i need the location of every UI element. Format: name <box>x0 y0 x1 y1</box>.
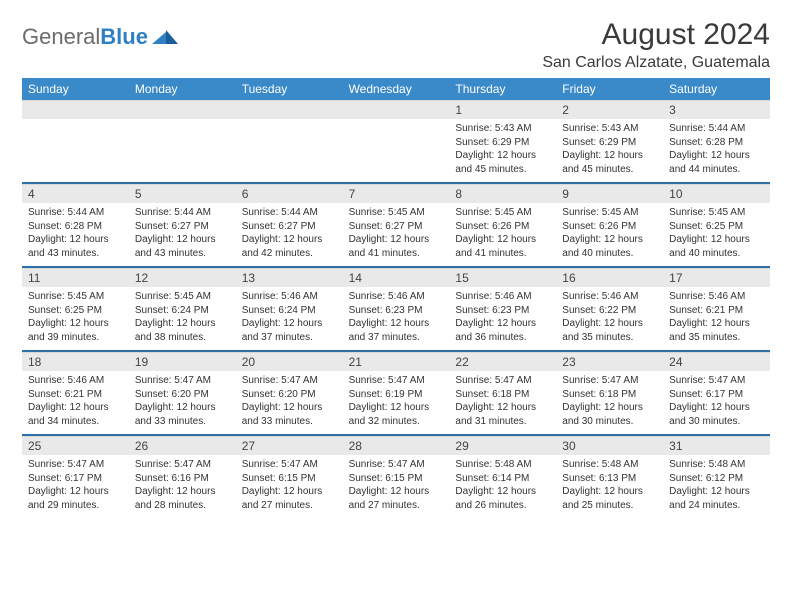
day-detail <box>343 119 450 182</box>
day-detail: Sunrise: 5:48 AM Sunset: 6:13 PM Dayligh… <box>556 455 663 518</box>
title-block: August 2024 San Carlos Alzatate, Guatema… <box>542 18 770 72</box>
day-detail-row: Sunrise: 5:44 AM Sunset: 6:28 PM Dayligh… <box>22 203 770 268</box>
day-detail: Sunrise: 5:45 AM Sunset: 6:26 PM Dayligh… <box>449 203 556 266</box>
weekday-header: Wednesday <box>343 78 450 100</box>
day-number-row: 18192021222324 <box>22 352 770 371</box>
day-number: 23 <box>556 353 663 371</box>
day-detail: Sunrise: 5:43 AM Sunset: 6:29 PM Dayligh… <box>556 119 663 182</box>
day-detail: Sunrise: 5:47 AM Sunset: 6:17 PM Dayligh… <box>22 455 129 518</box>
day-number <box>343 101 450 119</box>
day-detail <box>236 119 343 182</box>
day-detail: Sunrise: 5:45 AM Sunset: 6:25 PM Dayligh… <box>22 287 129 350</box>
day-detail: Sunrise: 5:46 AM Sunset: 6:21 PM Dayligh… <box>663 287 770 350</box>
day-detail: Sunrise: 5:47 AM Sunset: 6:20 PM Dayligh… <box>129 371 236 434</box>
day-number <box>129 101 236 119</box>
header: GeneralBlue August 2024 San Carlos Alzat… <box>22 18 770 72</box>
day-detail: Sunrise: 5:45 AM Sunset: 6:26 PM Dayligh… <box>556 203 663 266</box>
day-detail: Sunrise: 5:47 AM Sunset: 6:15 PM Dayligh… <box>343 455 450 518</box>
day-number <box>22 101 129 119</box>
day-number: 22 <box>449 353 556 371</box>
title-location: San Carlos Alzatate, Guatemala <box>542 54 770 72</box>
weekday-header: Thursday <box>449 78 556 100</box>
day-detail: Sunrise: 5:47 AM Sunset: 6:16 PM Dayligh… <box>129 455 236 518</box>
day-detail: Sunrise: 5:43 AM Sunset: 6:29 PM Dayligh… <box>449 119 556 182</box>
day-detail: Sunrise: 5:46 AM Sunset: 6:21 PM Dayligh… <box>22 371 129 434</box>
day-detail-row: Sunrise: 5:45 AM Sunset: 6:25 PM Dayligh… <box>22 287 770 352</box>
weekday-header-row: Sunday Monday Tuesday Wednesday Thursday… <box>22 78 770 100</box>
day-number: 19 <box>129 353 236 371</box>
day-detail-row: Sunrise: 5:46 AM Sunset: 6:21 PM Dayligh… <box>22 371 770 436</box>
logo-text-general: General <box>22 24 100 50</box>
day-number: 6 <box>236 185 343 203</box>
day-detail <box>129 119 236 182</box>
weekday-header: Tuesday <box>236 78 343 100</box>
day-number: 17 <box>663 269 770 287</box>
day-detail <box>22 119 129 182</box>
day-number: 25 <box>22 437 129 455</box>
day-detail-row: Sunrise: 5:43 AM Sunset: 6:29 PM Dayligh… <box>22 119 770 184</box>
logo-mark-icon <box>152 24 178 50</box>
day-detail: Sunrise: 5:46 AM Sunset: 6:22 PM Dayligh… <box>556 287 663 350</box>
day-detail: Sunrise: 5:47 AM Sunset: 6:18 PM Dayligh… <box>449 371 556 434</box>
day-number: 26 <box>129 437 236 455</box>
day-detail: Sunrise: 5:46 AM Sunset: 6:23 PM Dayligh… <box>343 287 450 350</box>
day-number: 24 <box>663 353 770 371</box>
day-number <box>236 101 343 119</box>
day-detail: Sunrise: 5:47 AM Sunset: 6:17 PM Dayligh… <box>663 371 770 434</box>
day-number: 31 <box>663 437 770 455</box>
day-detail: Sunrise: 5:45 AM Sunset: 6:27 PM Dayligh… <box>343 203 450 266</box>
day-number: 13 <box>236 269 343 287</box>
day-number: 21 <box>343 353 450 371</box>
day-detail: Sunrise: 5:44 AM Sunset: 6:27 PM Dayligh… <box>236 203 343 266</box>
day-number: 8 <box>449 185 556 203</box>
calendar-page: GeneralBlue August 2024 San Carlos Alzat… <box>0 0 792 518</box>
day-number: 4 <box>22 185 129 203</box>
day-number: 11 <box>22 269 129 287</box>
logo: GeneralBlue <box>22 18 178 50</box>
day-number: 2 <box>556 101 663 119</box>
weekday-header: Monday <box>129 78 236 100</box>
day-number: 20 <box>236 353 343 371</box>
day-number: 29 <box>449 437 556 455</box>
day-number: 1 <box>449 101 556 119</box>
title-month: August 2024 <box>542 18 770 52</box>
day-number-row: 123 <box>22 100 770 119</box>
day-number: 3 <box>663 101 770 119</box>
day-number: 28 <box>343 437 450 455</box>
day-detail: Sunrise: 5:46 AM Sunset: 6:24 PM Dayligh… <box>236 287 343 350</box>
day-number: 14 <box>343 269 450 287</box>
day-number: 16 <box>556 269 663 287</box>
day-detail: Sunrise: 5:47 AM Sunset: 6:18 PM Dayligh… <box>556 371 663 434</box>
day-detail-row: Sunrise: 5:47 AM Sunset: 6:17 PM Dayligh… <box>22 455 770 518</box>
day-number: 7 <box>343 185 450 203</box>
day-detail: Sunrise: 5:47 AM Sunset: 6:20 PM Dayligh… <box>236 371 343 434</box>
day-number-row: 11121314151617 <box>22 268 770 287</box>
day-detail: Sunrise: 5:47 AM Sunset: 6:15 PM Dayligh… <box>236 455 343 518</box>
calendar-grid: Sunday Monday Tuesday Wednesday Thursday… <box>22 78 770 518</box>
day-number: 15 <box>449 269 556 287</box>
day-number: 30 <box>556 437 663 455</box>
day-number: 10 <box>663 185 770 203</box>
day-number: 27 <box>236 437 343 455</box>
day-detail: Sunrise: 5:44 AM Sunset: 6:28 PM Dayligh… <box>663 119 770 182</box>
day-number-row: 25262728293031 <box>22 436 770 455</box>
weekday-header: Friday <box>556 78 663 100</box>
day-number-row: 45678910 <box>22 184 770 203</box>
day-detail: Sunrise: 5:48 AM Sunset: 6:14 PM Dayligh… <box>449 455 556 518</box>
day-number: 5 <box>129 185 236 203</box>
day-detail: Sunrise: 5:47 AM Sunset: 6:19 PM Dayligh… <box>343 371 450 434</box>
day-detail: Sunrise: 5:45 AM Sunset: 6:25 PM Dayligh… <box>663 203 770 266</box>
day-detail: Sunrise: 5:44 AM Sunset: 6:27 PM Dayligh… <box>129 203 236 266</box>
weekday-header: Sunday <box>22 78 129 100</box>
weekday-header: Saturday <box>663 78 770 100</box>
day-detail: Sunrise: 5:44 AM Sunset: 6:28 PM Dayligh… <box>22 203 129 266</box>
logo-text-blue: Blue <box>100 24 148 50</box>
day-number: 12 <box>129 269 236 287</box>
day-number: 9 <box>556 185 663 203</box>
day-detail: Sunrise: 5:46 AM Sunset: 6:23 PM Dayligh… <box>449 287 556 350</box>
day-detail: Sunrise: 5:48 AM Sunset: 6:12 PM Dayligh… <box>663 455 770 518</box>
day-detail: Sunrise: 5:45 AM Sunset: 6:24 PM Dayligh… <box>129 287 236 350</box>
day-number: 18 <box>22 353 129 371</box>
